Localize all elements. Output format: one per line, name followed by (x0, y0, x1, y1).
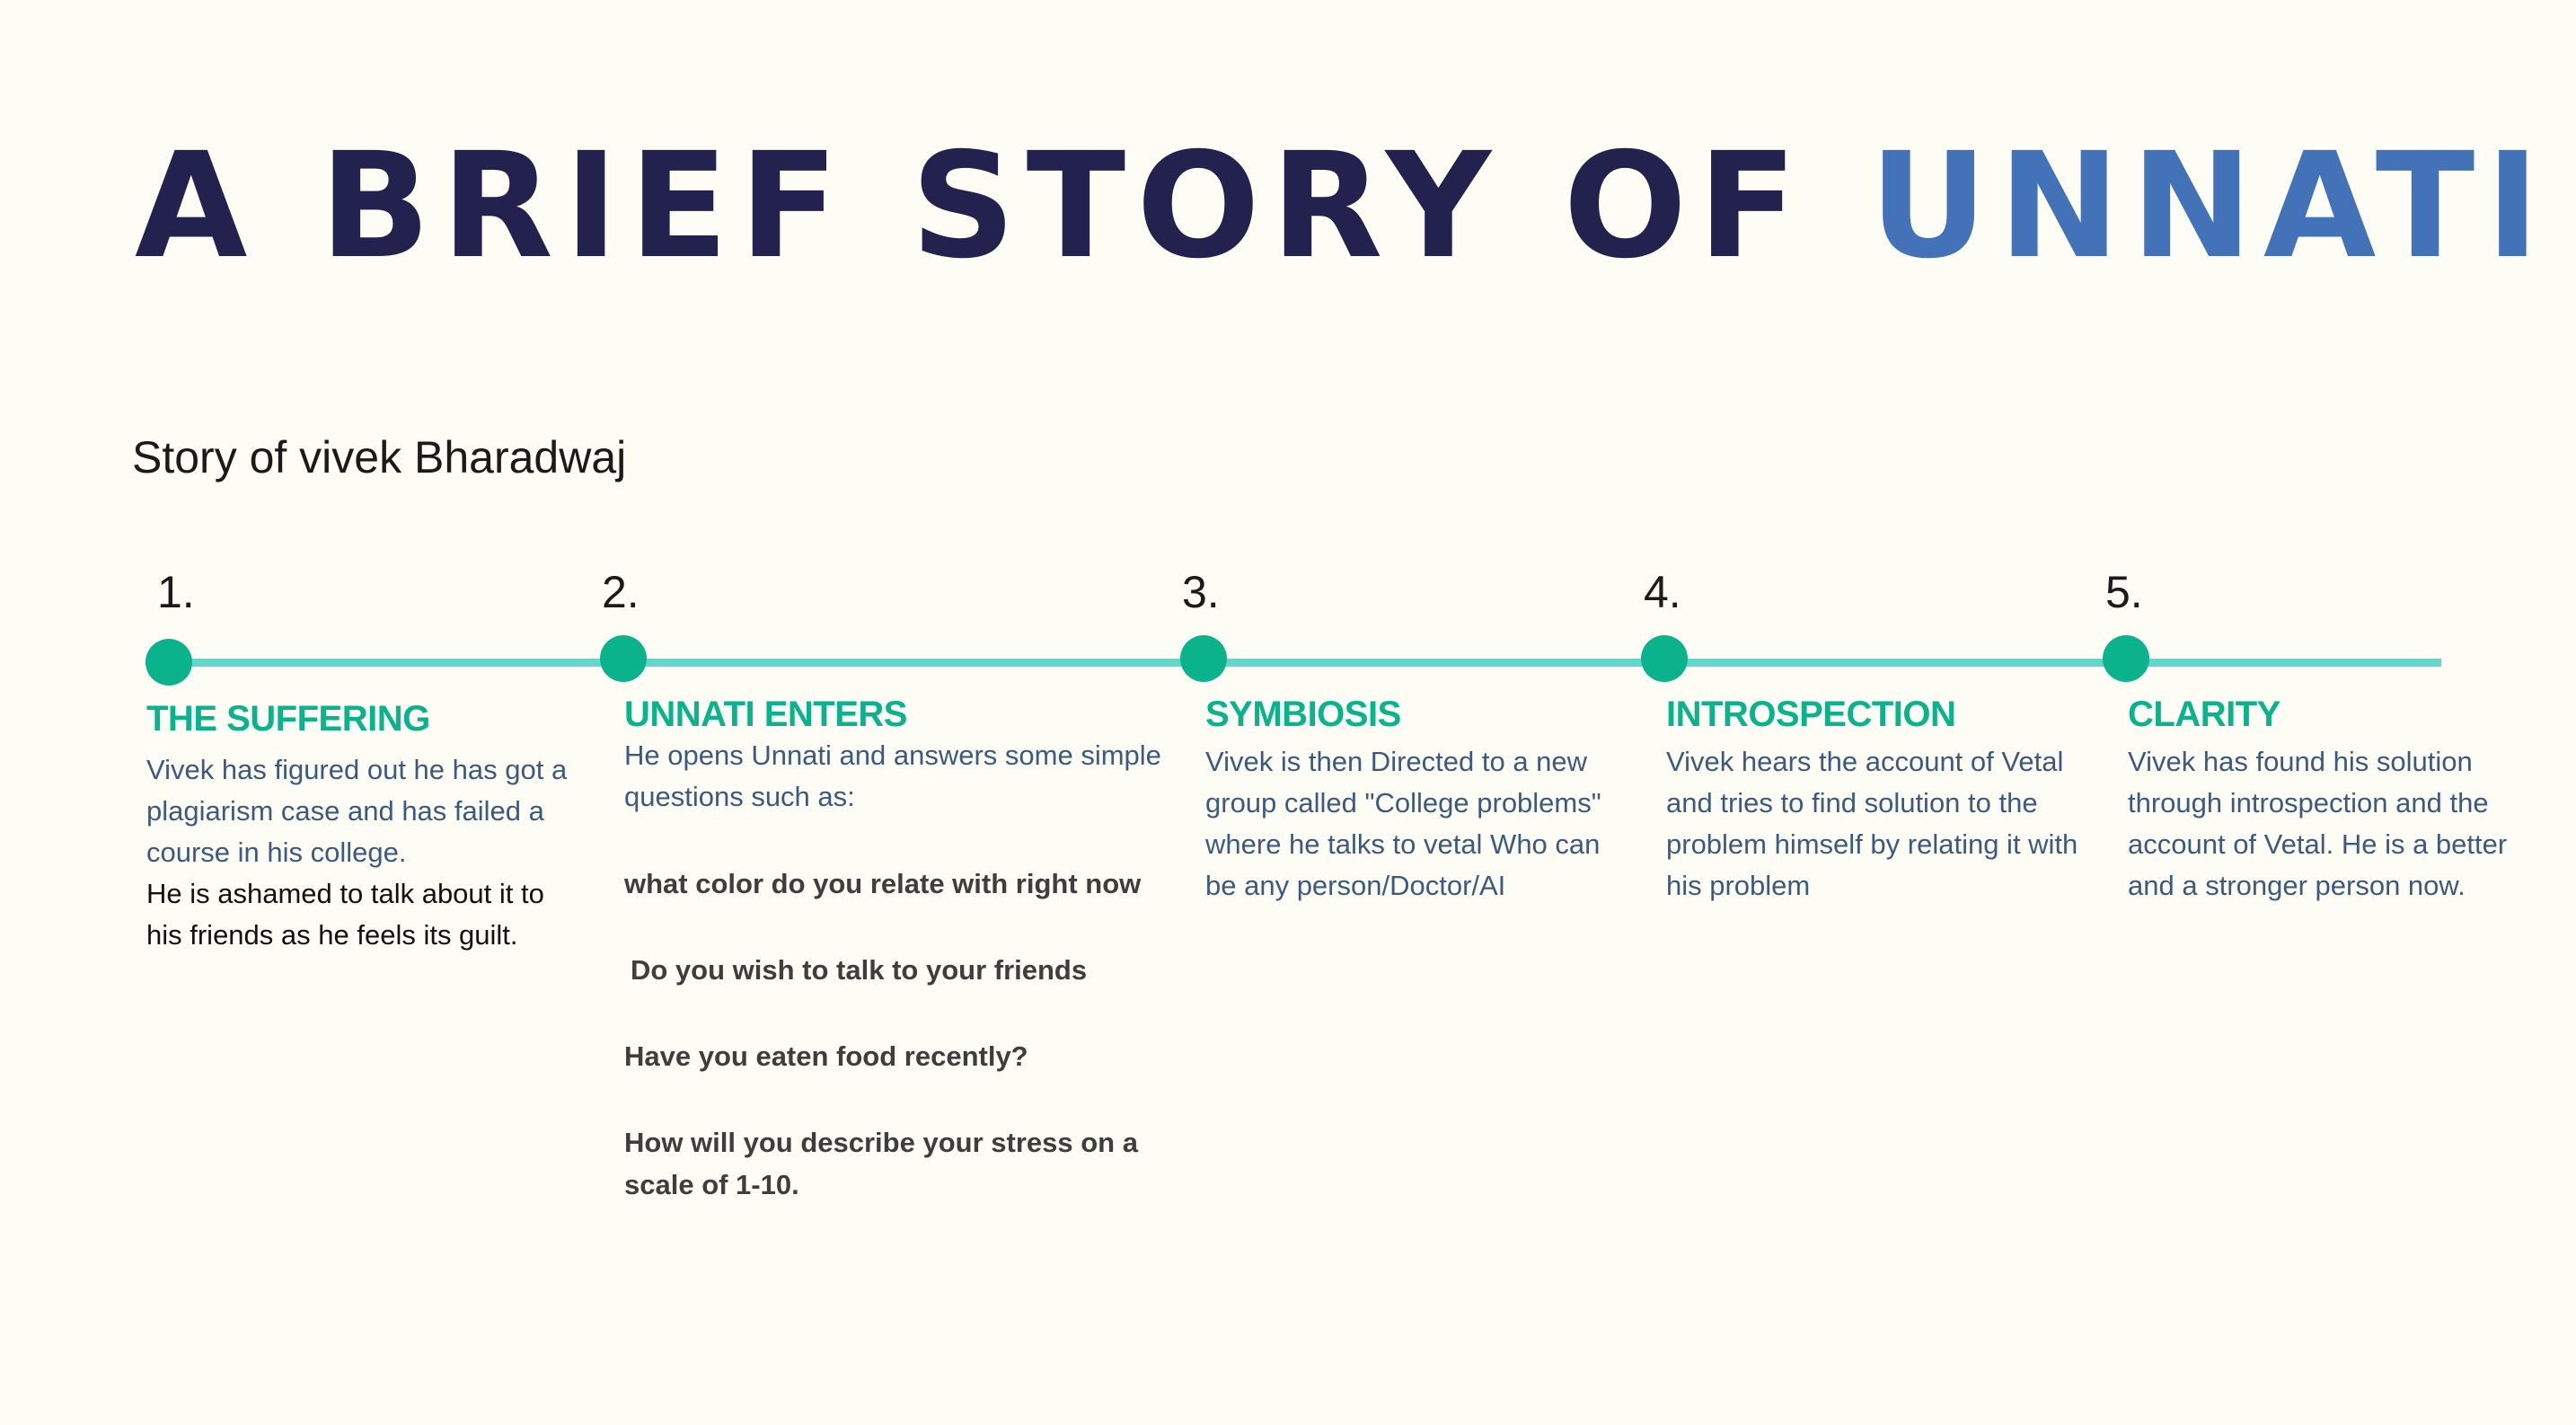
step-3-number: 3. (1182, 567, 1220, 617)
story-subtitle: Story of vivek Bharadwaj (132, 432, 627, 482)
step-3-dot (1180, 635, 1227, 682)
step-5-title: CLARITY (2128, 695, 2280, 734)
timeline-line (169, 659, 2441, 667)
title-part-2: UNNATI AND VIVEK (1869, 122, 2576, 291)
step-5-dot (2103, 635, 2149, 682)
step-4-number: 4. (1644, 567, 1681, 617)
step-4-text: Vivek hears the account of Vetal and tri… (1666, 746, 2078, 901)
step-2-question-3: Have you eaten food recently? (624, 1040, 1028, 1072)
step-5-number: 5. (2105, 567, 2143, 617)
step-1-text-secondary: He is ashamed to talk about it to his fr… (146, 878, 544, 951)
step-1-number: 1. (157, 567, 195, 617)
step-1-text: Vivek has figured out he has got a plagi… (146, 754, 568, 868)
step-1-title: THE SUFFERING (146, 699, 430, 739)
step-2-question-4: How will you describe your stress on a s… (624, 1127, 1138, 1200)
step-2-number: 2. (602, 567, 640, 617)
page-title: A BRIEF STORY OF UNNATI AND VIVEK (135, 117, 2576, 297)
step-4-title: INTROSPECTION (1666, 695, 1956, 734)
step-2-text: He opens Unnati and answers some simple … (624, 739, 1161, 812)
step-3-title: SYMBIOSIS (1205, 695, 1401, 734)
step-4-dot (1641, 635, 1688, 682)
step-2-question-1: what color do you relate with right now (624, 868, 1142, 899)
step-1-description: Vivek has figured out he has got a plagi… (146, 749, 578, 956)
step-3-text: Vivek is then Directed to a new group ca… (1205, 746, 1601, 901)
step-2-question-2: Do you wish to talk to your friends (631, 954, 1088, 986)
step-2-dot (600, 635, 647, 682)
step-5-text: Vivek has found his solution through int… (2128, 746, 2508, 901)
title-part-1: A BRIEF STORY OF (135, 122, 1808, 291)
step-1-dot (146, 639, 192, 686)
step-2-title: UNNATI ENTERS (624, 695, 907, 734)
